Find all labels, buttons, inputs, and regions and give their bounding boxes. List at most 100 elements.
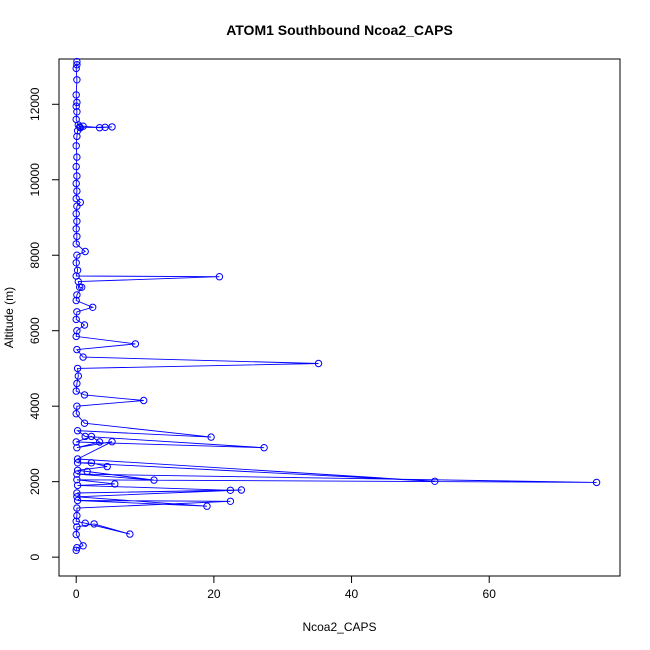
data-point xyxy=(72,194,80,203)
data-point xyxy=(73,172,81,180)
data-point xyxy=(72,210,80,218)
data-point xyxy=(72,64,80,73)
data-point xyxy=(76,123,84,131)
data-point xyxy=(73,444,81,452)
data-point xyxy=(80,321,89,329)
data-point xyxy=(226,486,235,494)
data-point xyxy=(73,202,81,210)
data-point xyxy=(101,123,109,132)
data-point xyxy=(72,546,80,554)
y-tick-label: 8000 xyxy=(28,242,42,269)
data-point xyxy=(78,283,86,291)
data-point xyxy=(73,481,82,490)
data-point xyxy=(237,486,246,494)
data-point xyxy=(73,232,81,241)
data-point xyxy=(73,466,82,474)
data-point xyxy=(103,462,111,471)
data-point xyxy=(73,364,82,373)
data-point xyxy=(90,520,98,528)
data-point xyxy=(73,98,81,107)
data-point xyxy=(89,303,97,311)
y-tick-label: 10000 xyxy=(28,163,42,197)
data-point xyxy=(73,76,81,84)
data-point xyxy=(592,478,601,487)
data-point xyxy=(73,308,81,316)
data-point xyxy=(108,123,116,131)
data-point xyxy=(73,470,81,478)
data-point xyxy=(73,493,81,501)
data-point xyxy=(72,517,80,525)
x-tick-label: 60 xyxy=(483,587,497,601)
data-point xyxy=(73,127,82,135)
data-point xyxy=(72,142,80,150)
data-point xyxy=(73,327,81,335)
y-tick-label: 0 xyxy=(28,553,42,560)
data-point xyxy=(80,419,89,427)
data-point xyxy=(73,459,82,467)
data-point xyxy=(79,353,87,361)
data-point xyxy=(73,345,81,354)
data-point xyxy=(215,273,224,281)
data-point xyxy=(83,467,91,476)
data-point xyxy=(431,477,439,485)
data-point xyxy=(72,179,80,188)
y-tick-label: 2000 xyxy=(28,468,42,495)
data-point xyxy=(150,476,158,484)
data-point xyxy=(260,444,268,452)
data-point xyxy=(73,455,82,463)
series-line xyxy=(75,61,597,551)
data-point xyxy=(72,225,80,233)
data-point xyxy=(73,132,81,141)
data-point xyxy=(95,124,104,132)
y-tick-label: 4000 xyxy=(28,393,42,420)
data-point xyxy=(73,217,81,226)
data-point xyxy=(72,315,80,324)
data-point xyxy=(72,530,80,539)
data-point xyxy=(226,497,235,505)
plot-frame xyxy=(58,58,621,577)
data-point xyxy=(73,402,81,410)
data-point xyxy=(72,332,80,341)
data-point xyxy=(73,511,81,520)
data-point xyxy=(73,504,81,512)
data-point xyxy=(73,60,81,69)
x-axis-label: Ncoa2_CAPS xyxy=(302,620,376,634)
y-axis-label: Altitude (m) xyxy=(2,287,16,348)
data-point xyxy=(72,162,80,171)
data-point xyxy=(203,502,211,510)
data-point xyxy=(81,247,89,256)
data-point xyxy=(73,379,81,388)
data-point xyxy=(95,438,104,446)
data-point xyxy=(72,259,80,267)
x-tick-label: 0 xyxy=(73,587,80,601)
data-point xyxy=(207,433,215,441)
data-point xyxy=(73,153,81,161)
data-point xyxy=(72,296,80,305)
data-point xyxy=(87,459,96,467)
data-point xyxy=(73,291,81,299)
data-point xyxy=(72,102,80,110)
x-tick-label: 20 xyxy=(207,587,221,601)
data-point xyxy=(140,396,148,405)
data-point xyxy=(73,476,81,484)
data-point xyxy=(108,438,116,446)
plot-area xyxy=(72,57,601,554)
data-point xyxy=(72,438,80,446)
data-point xyxy=(73,489,81,497)
data-point xyxy=(126,530,134,538)
y-tick-label: 6000 xyxy=(28,317,42,344)
data-point xyxy=(131,340,140,348)
chart-title: ATOM1 Southbound Ncoa2_CAPS xyxy=(226,22,453,38)
data-point xyxy=(74,372,83,380)
data-point xyxy=(72,240,80,248)
data-point xyxy=(80,391,89,399)
data-point xyxy=(73,108,81,116)
data-point xyxy=(72,387,80,395)
y-tick-label: 12000 xyxy=(28,87,42,121)
axis-ticks: 0 20 40 60 0 2000 4000 6000 8000 10000 12000 xyxy=(28,87,496,601)
x-tick-label: 40 xyxy=(345,587,359,601)
data-point xyxy=(87,432,96,441)
data-point xyxy=(81,519,89,527)
data-point xyxy=(76,283,84,291)
